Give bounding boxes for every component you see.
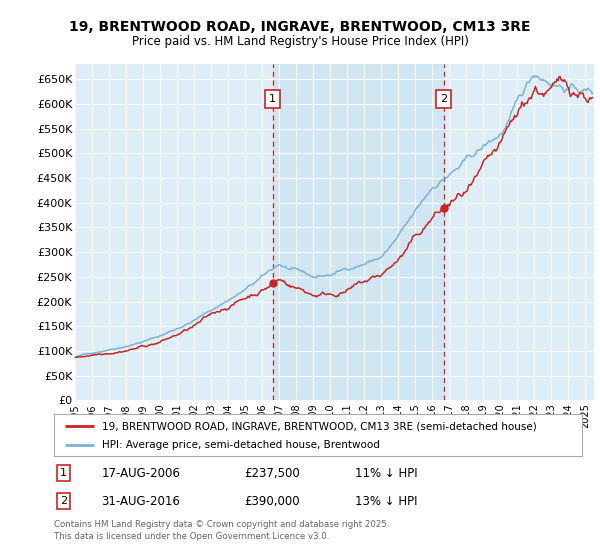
Text: 31-AUG-2016: 31-AUG-2016 xyxy=(101,495,181,508)
Text: 1: 1 xyxy=(269,94,277,104)
Text: 19, BRENTWOOD ROAD, INGRAVE, BRENTWOOD, CM13 3RE: 19, BRENTWOOD ROAD, INGRAVE, BRENTWOOD, … xyxy=(69,20,531,34)
Text: 1: 1 xyxy=(60,468,67,478)
Text: 2: 2 xyxy=(440,94,447,104)
Text: HPI: Average price, semi-detached house, Brentwood: HPI: Average price, semi-detached house,… xyxy=(101,440,379,450)
Text: £390,000: £390,000 xyxy=(244,495,300,508)
Bar xyxy=(273,64,443,400)
Text: Contains HM Land Registry data © Crown copyright and database right 2025.
This d: Contains HM Land Registry data © Crown c… xyxy=(54,520,389,541)
Text: 19, BRENTWOOD ROAD, INGRAVE, BRENTWOOD, CM13 3RE (semi-detached house): 19, BRENTWOOD ROAD, INGRAVE, BRENTWOOD, … xyxy=(101,421,536,431)
Text: 17-AUG-2006: 17-AUG-2006 xyxy=(101,466,181,479)
Text: 2: 2 xyxy=(60,496,67,506)
Text: £237,500: £237,500 xyxy=(244,466,300,479)
Text: Price paid vs. HM Land Registry's House Price Index (HPI): Price paid vs. HM Land Registry's House … xyxy=(131,35,469,49)
Text: 13% ↓ HPI: 13% ↓ HPI xyxy=(355,495,418,508)
Text: 11% ↓ HPI: 11% ↓ HPI xyxy=(355,466,418,479)
